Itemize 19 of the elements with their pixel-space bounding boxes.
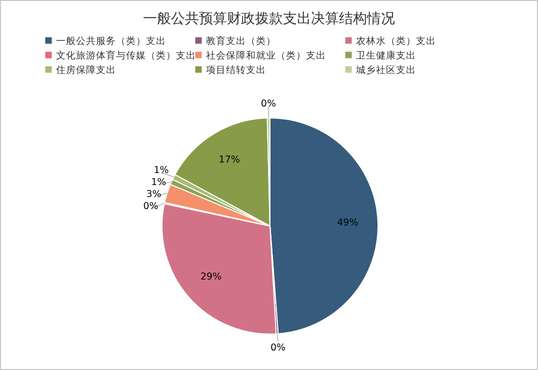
legend-label: 一般公共服务（类）支出 [56, 35, 166, 47]
data-label: 0% [143, 201, 158, 212]
data-label: 49% [337, 218, 358, 229]
legend-label: 卫生健康支出 [356, 50, 416, 62]
legend-label: 城乡社区支出 [355, 64, 416, 76]
data-label: 1% [154, 165, 169, 176]
legend-label: 住房保障支出 [56, 64, 116, 76]
data-label: 3% [146, 189, 162, 200]
legend-label: 社会保障和就业（类）支出 [206, 50, 326, 62]
legend-label: 文化旅游体育与传媒（类）支出 [56, 50, 196, 62]
chart-title: 一般公共预算财政拨款支出决算结构情况 [143, 11, 395, 27]
legend-label: 农林水（类）支出 [356, 35, 436, 47]
data-label: 17% [218, 154, 240, 166]
data-label: 1% [151, 177, 166, 188]
legend-label: 教育支出（类） [206, 35, 276, 47]
data-label: 0% [260, 98, 276, 110]
data-label: 0% [270, 342, 286, 354]
legend-label: 项目结转支出 [206, 64, 266, 76]
data-label: 29% [200, 271, 222, 282]
